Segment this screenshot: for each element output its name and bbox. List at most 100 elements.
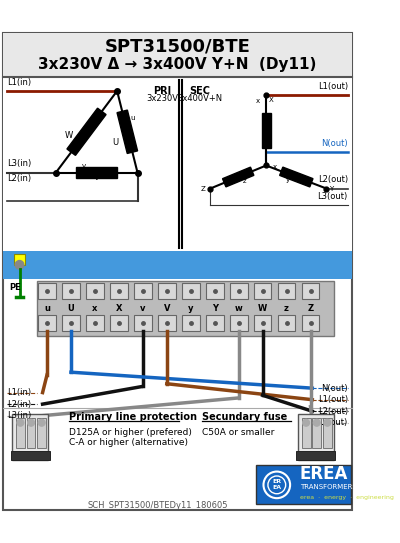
Text: D125A or higher (prefered): D125A or higher (prefered) bbox=[69, 428, 192, 437]
Text: Secundary fuse: Secundary fuse bbox=[202, 413, 288, 422]
Bar bbox=[62, 283, 80, 299]
Bar bbox=[110, 283, 128, 299]
Bar bbox=[254, 315, 272, 331]
Bar bbox=[158, 283, 176, 299]
Circle shape bbox=[324, 419, 331, 426]
Bar bbox=[12, 414, 48, 460]
Bar bbox=[37, 418, 46, 449]
Text: SEC: SEC bbox=[189, 86, 210, 96]
Text: ER
EA: ER EA bbox=[272, 479, 281, 490]
Bar bbox=[11, 451, 50, 460]
Bar bbox=[27, 418, 36, 449]
Text: L1(in): L1(in) bbox=[7, 388, 31, 397]
Bar bbox=[3, 251, 352, 279]
Bar bbox=[298, 414, 334, 460]
Text: Y: Y bbox=[329, 186, 333, 192]
Text: 3x230V Δ → 3x400V Y+N  (Dy11): 3x230V Δ → 3x400V Y+N (Dy11) bbox=[38, 57, 317, 72]
Bar bbox=[302, 315, 319, 331]
Text: Y: Y bbox=[212, 304, 218, 313]
Text: x: x bbox=[92, 304, 98, 313]
Bar bbox=[254, 283, 272, 299]
Text: L1(in): L1(in) bbox=[7, 78, 31, 86]
Bar bbox=[37, 281, 334, 336]
Bar bbox=[134, 315, 152, 331]
Text: U: U bbox=[68, 304, 74, 313]
Text: 3x400V+N: 3x400V+N bbox=[177, 94, 222, 104]
Text: Z: Z bbox=[308, 304, 314, 313]
Text: L1(out): L1(out) bbox=[318, 395, 348, 404]
Circle shape bbox=[302, 419, 310, 426]
Text: L3(out): L3(out) bbox=[318, 418, 348, 427]
Bar bbox=[206, 283, 224, 299]
Text: x: x bbox=[256, 98, 260, 104]
Text: SCH_SPT31500/BTEDy11_180605: SCH_SPT31500/BTEDy11_180605 bbox=[88, 501, 228, 510]
Text: L2(in): L2(in) bbox=[7, 174, 31, 183]
Text: L1(out): L1(out) bbox=[318, 82, 348, 91]
Bar bbox=[230, 283, 248, 299]
Circle shape bbox=[15, 261, 24, 269]
Text: x: x bbox=[272, 165, 276, 171]
Bar bbox=[3, 78, 352, 251]
Circle shape bbox=[38, 419, 45, 426]
Text: Z: Z bbox=[201, 186, 206, 192]
Bar bbox=[278, 283, 296, 299]
Text: PRI: PRI bbox=[153, 86, 172, 96]
Bar bbox=[110, 315, 128, 331]
Text: X: X bbox=[116, 304, 122, 313]
Bar bbox=[38, 315, 56, 331]
Text: L3(in): L3(in) bbox=[7, 159, 31, 168]
Text: 3x230V: 3x230V bbox=[146, 94, 178, 104]
Text: N(out): N(out) bbox=[321, 384, 348, 393]
Text: N(out): N(out) bbox=[321, 139, 348, 148]
Text: L2(in): L2(in) bbox=[7, 400, 31, 409]
Text: X: X bbox=[269, 97, 274, 103]
Bar bbox=[296, 451, 335, 460]
Bar bbox=[302, 418, 310, 449]
Text: C-A or higher (alternative): C-A or higher (alternative) bbox=[69, 438, 188, 447]
Text: V: V bbox=[164, 304, 170, 313]
Text: L2(out): L2(out) bbox=[318, 407, 348, 416]
Circle shape bbox=[17, 419, 24, 426]
Text: L3(out): L3(out) bbox=[318, 192, 348, 201]
Polygon shape bbox=[76, 167, 117, 178]
Circle shape bbox=[28, 419, 34, 426]
Text: SPT31500/BTE: SPT31500/BTE bbox=[104, 37, 250, 55]
Text: u: u bbox=[44, 304, 50, 313]
Bar bbox=[86, 315, 104, 331]
Text: w: w bbox=[235, 304, 242, 313]
Text: L3(in): L3(in) bbox=[7, 411, 31, 420]
Polygon shape bbox=[280, 167, 313, 187]
Text: PE: PE bbox=[9, 283, 21, 293]
Text: U: U bbox=[112, 138, 118, 147]
Bar bbox=[256, 465, 351, 504]
Text: v: v bbox=[81, 163, 86, 169]
Bar bbox=[302, 283, 319, 299]
Bar bbox=[182, 283, 200, 299]
Bar bbox=[158, 315, 176, 331]
Polygon shape bbox=[222, 167, 254, 187]
Text: TRANSFORMERS: TRANSFORMERS bbox=[300, 484, 357, 490]
Text: z: z bbox=[284, 304, 289, 313]
Text: v: v bbox=[140, 304, 146, 313]
Text: u: u bbox=[131, 115, 135, 121]
Text: y: y bbox=[286, 176, 290, 182]
Text: L2(out): L2(out) bbox=[318, 175, 348, 184]
Text: EREA: EREA bbox=[300, 465, 348, 483]
Polygon shape bbox=[262, 113, 270, 148]
Text: W: W bbox=[65, 131, 73, 140]
Text: z: z bbox=[243, 179, 247, 185]
Polygon shape bbox=[67, 108, 106, 155]
Bar bbox=[312, 418, 321, 449]
Bar bbox=[16, 418, 25, 449]
Polygon shape bbox=[117, 110, 138, 154]
Text: C50A or smaller: C50A or smaller bbox=[202, 428, 275, 437]
Bar bbox=[134, 283, 152, 299]
Text: W: W bbox=[258, 304, 267, 313]
Bar bbox=[38, 283, 56, 299]
Bar bbox=[182, 315, 200, 331]
Bar bbox=[230, 315, 248, 331]
Bar bbox=[14, 254, 25, 265]
Bar bbox=[278, 315, 296, 331]
Circle shape bbox=[313, 419, 320, 426]
Text: w: w bbox=[96, 110, 102, 116]
